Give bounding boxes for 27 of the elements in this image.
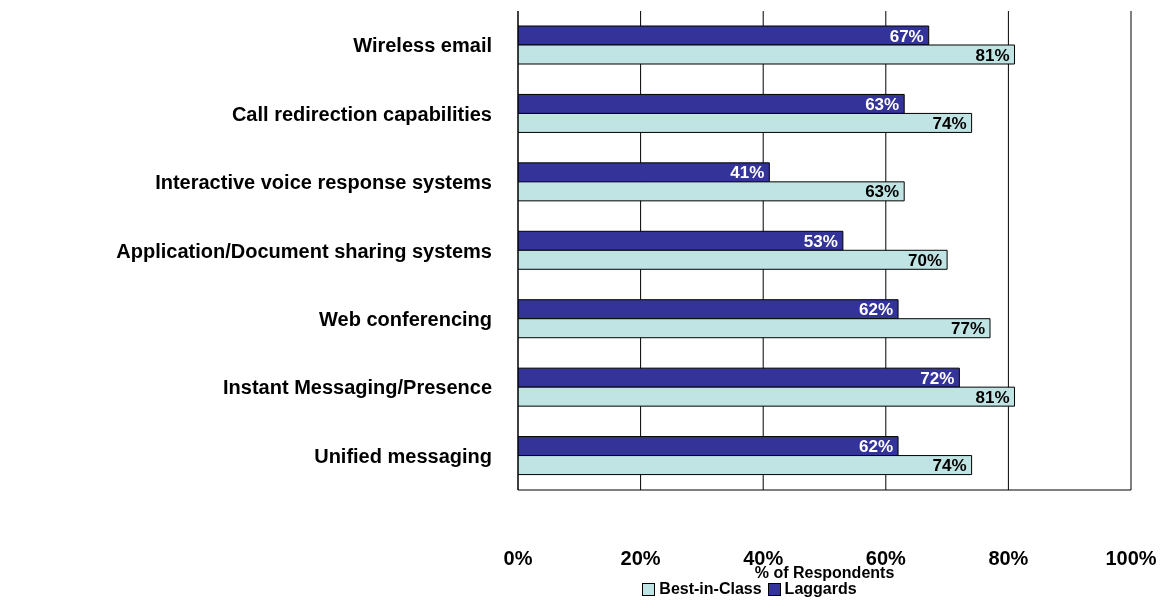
x-tick-label: 80% bbox=[988, 547, 1029, 570]
data-label: 63% bbox=[865, 182, 900, 202]
y-tick-label: Call redirection capabilities bbox=[231, 102, 492, 125]
y-tick-label: Application/Document sharing systems bbox=[116, 239, 492, 262]
data-label: 72% bbox=[920, 368, 955, 388]
data-label: 63% bbox=[865, 94, 900, 114]
y-tick-label: Unified messaging bbox=[314, 444, 492, 467]
data-label: 62% bbox=[859, 437, 894, 457]
legend-label: Best-in-Class bbox=[658, 580, 762, 598]
data-label: 77% bbox=[950, 319, 986, 339]
x-tick-label: 0% bbox=[503, 547, 533, 570]
data-label: 81% bbox=[975, 45, 1010, 65]
data-label: 81% bbox=[975, 387, 1010, 407]
data-label: 62% bbox=[859, 300, 894, 320]
y-tick-label: Web conferencing bbox=[319, 308, 492, 331]
data-label: 67% bbox=[889, 26, 924, 46]
data-label: 41% bbox=[730, 163, 765, 183]
y-tick-label: Wireless email bbox=[353, 34, 492, 57]
data-label: 74% bbox=[932, 456, 967, 476]
x-tick-label: 100% bbox=[1105, 547, 1157, 570]
y-tick-label: Instant Messaging/Presence bbox=[223, 376, 492, 399]
y-tick-label: Interactive voice response systems bbox=[155, 171, 492, 194]
x-tick-label: 20% bbox=[620, 547, 661, 570]
data-label: 74% bbox=[932, 113, 967, 133]
data-label: 70% bbox=[908, 250, 943, 270]
legend-label: Laggards bbox=[783, 580, 857, 598]
data-label: 53% bbox=[803, 231, 838, 251]
